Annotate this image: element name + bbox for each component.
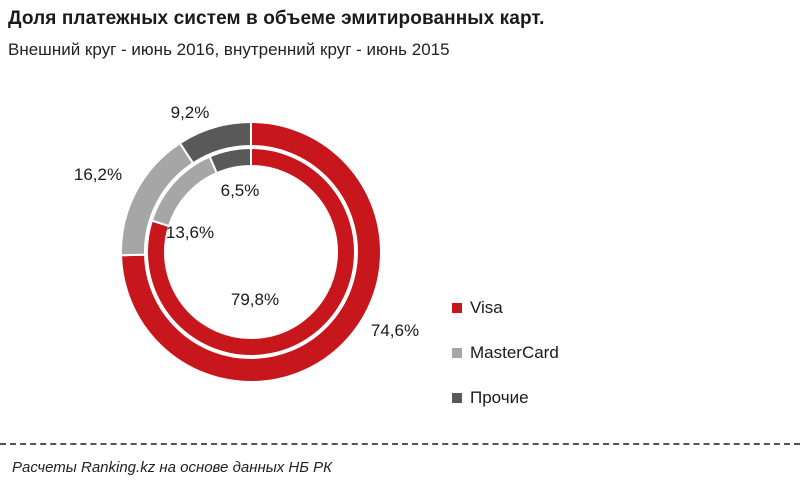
data-label-outer-visa: 74,6% <box>371 321 419 340</box>
data-label-outer-mastercard: 16,2% <box>74 165 122 184</box>
legend: Visa MasterCard Прочие <box>452 296 559 431</box>
legend-swatch-visa <box>452 302 462 313</box>
source-note: Расчеты Ranking.kz на основе данных НБ Р… <box>12 459 333 476</box>
data-label-inner-mastercard: 13,6% <box>166 223 214 242</box>
legend-item-other: Прочие <box>452 386 559 409</box>
data-label-inner-other: 6,5% <box>221 181 260 200</box>
footer-divider <box>0 443 800 445</box>
slice-outer-visa <box>120 120 382 383</box>
slice-inner-visa <box>146 146 356 357</box>
legend-label-other: Прочие <box>470 387 529 407</box>
slice-inner-other <box>208 146 252 175</box>
chart-subtitle: Внешний круг - июнь 2016, внутренний кру… <box>8 40 450 59</box>
legend-swatch-mastercard <box>452 347 462 358</box>
data-label-inner-visa: 79,8% <box>231 290 279 309</box>
slice-outer-other <box>178 120 252 165</box>
legend-label-mastercard: MasterCard <box>470 342 559 362</box>
legend-swatch-other <box>452 392 462 403</box>
legend-label-visa: Visa <box>470 297 503 317</box>
chart-title: Доля платежных систем в объеме эмитирова… <box>8 8 545 29</box>
donut-chart: 74,6% 16,2% 9,2% 79,8% 13,6% 6,5% <box>74 103 419 383</box>
legend-item-mastercard: MasterCard <box>452 341 559 364</box>
legend-item-visa: Visa <box>452 296 559 319</box>
data-label-outer-other: 9,2% <box>171 103 210 122</box>
